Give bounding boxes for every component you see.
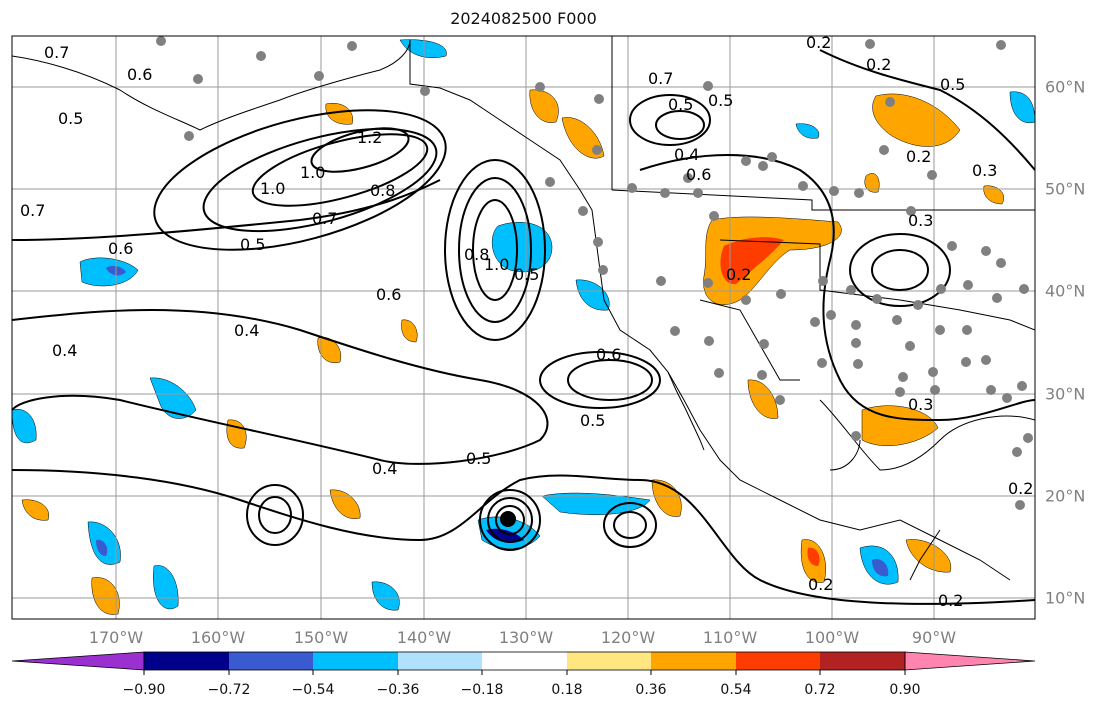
lon-label: 160°W [190, 628, 246, 647]
contour-label: 0.6 [108, 239, 133, 258]
colorbar-tick-label: −0.54 [291, 682, 335, 698]
contour-label: 0.3 [908, 395, 933, 414]
lon-label: 170°W [88, 628, 144, 647]
lat-label: 30°N [1045, 384, 1086, 404]
contour-label: 0.4 [674, 145, 699, 164]
contour-label: 0.2 [726, 265, 751, 284]
lon-label: 90°W [911, 628, 957, 647]
station-markers [156, 36, 1033, 510]
contour-label: 0.2 [806, 33, 831, 52]
contour-label: 1.0 [300, 163, 325, 182]
contour-label: 0.7 [44, 43, 69, 62]
contour-label: 0.5 [580, 411, 605, 430]
contour-label: 0.3 [908, 211, 933, 230]
contour-label: 0.2 [906, 147, 931, 166]
lon-label: 150°W [293, 628, 349, 647]
lat-label: 10°N [1045, 588, 1086, 608]
contour-labels: 0.7 0.6 0.5 0.5 0.7 0.6 1.2 1.0 1.0 0.8 … [20, 33, 1033, 610]
contour-label: 0.3 [972, 161, 997, 180]
contour-label: 0.7 [20, 201, 45, 220]
contour-label: 0.2 [1008, 479, 1033, 498]
contour-label: 0.5 [940, 75, 965, 94]
lon-label: 130°W [498, 628, 554, 647]
lat-label: 40°N [1045, 281, 1086, 301]
contour-label: 0.8 [464, 245, 489, 264]
colorbar-tick-label: −0.90 [122, 682, 166, 698]
contour-label: 0.5 [58, 109, 83, 128]
coastlines [12, 36, 1035, 581]
storm-center-marker [500, 511, 516, 527]
lat-label: 20°N [1045, 486, 1086, 506]
contour-label: 0.2 [866, 55, 891, 74]
lon-label: 120°W [600, 628, 656, 647]
contour-label: 1.0 [484, 255, 509, 274]
contour-label: 1.0 [260, 179, 285, 198]
shading-negative [12, 39, 1035, 611]
colorbar [11, 651, 1036, 675]
map-title: 2024082500 F000 [450, 9, 597, 28]
lat-lon-grid [12, 36, 1035, 619]
contour-label: 0.6 [686, 165, 711, 184]
shading-positive [21, 89, 1004, 615]
contour-label: 1.2 [357, 128, 382, 147]
contour-label: 0.6 [596, 345, 621, 364]
colorbar-tick-label: 0.54 [720, 682, 752, 698]
lat-label: 50°N [1045, 179, 1086, 199]
lon-label: 110°W [702, 628, 758, 647]
colorbar-tick-label: 0.90 [889, 682, 921, 698]
colorbar-tick-label: −0.18 [460, 682, 504, 698]
contour-label: 0.2 [808, 575, 833, 594]
contour-label: 0.6 [376, 285, 401, 304]
contour-label: 0.5 [466, 449, 491, 468]
colorbar-tick-label: −0.36 [376, 682, 420, 698]
contour-label: 0.5 [240, 235, 265, 254]
contour-label: 0.4 [52, 341, 77, 360]
contour-label: 0.4 [234, 321, 259, 340]
colorbar-extend-min [11, 651, 145, 671]
contour-label: 0.5 [668, 95, 693, 114]
contour-label: 0.7 [312, 209, 337, 228]
contour-label: 0.2 [938, 591, 963, 610]
contour-label: 0.5 [514, 265, 539, 284]
lon-label: 140°W [396, 628, 452, 647]
lat-label: 60°N [1045, 77, 1086, 97]
lon-label: 100°W [804, 628, 860, 647]
colorbar-tick-label: 0.18 [551, 682, 583, 698]
plot-frame [11, 35, 1036, 620]
contour-label: 0.8 [370, 181, 395, 200]
colorbar-extend-max [904, 651, 1036, 671]
contours [12, 49, 1035, 605]
contour-label: 0.7 [648, 69, 673, 88]
colorbar-tick-label: 0.72 [804, 682, 836, 698]
contour-label: 0.5 [708, 91, 733, 110]
colorbar-tick-label: 0.36 [635, 682, 667, 698]
colorbar-tick-label: −0.72 [207, 682, 251, 698]
contour-label: 0.4 [372, 459, 397, 478]
contour-label: 0.6 [127, 65, 152, 84]
